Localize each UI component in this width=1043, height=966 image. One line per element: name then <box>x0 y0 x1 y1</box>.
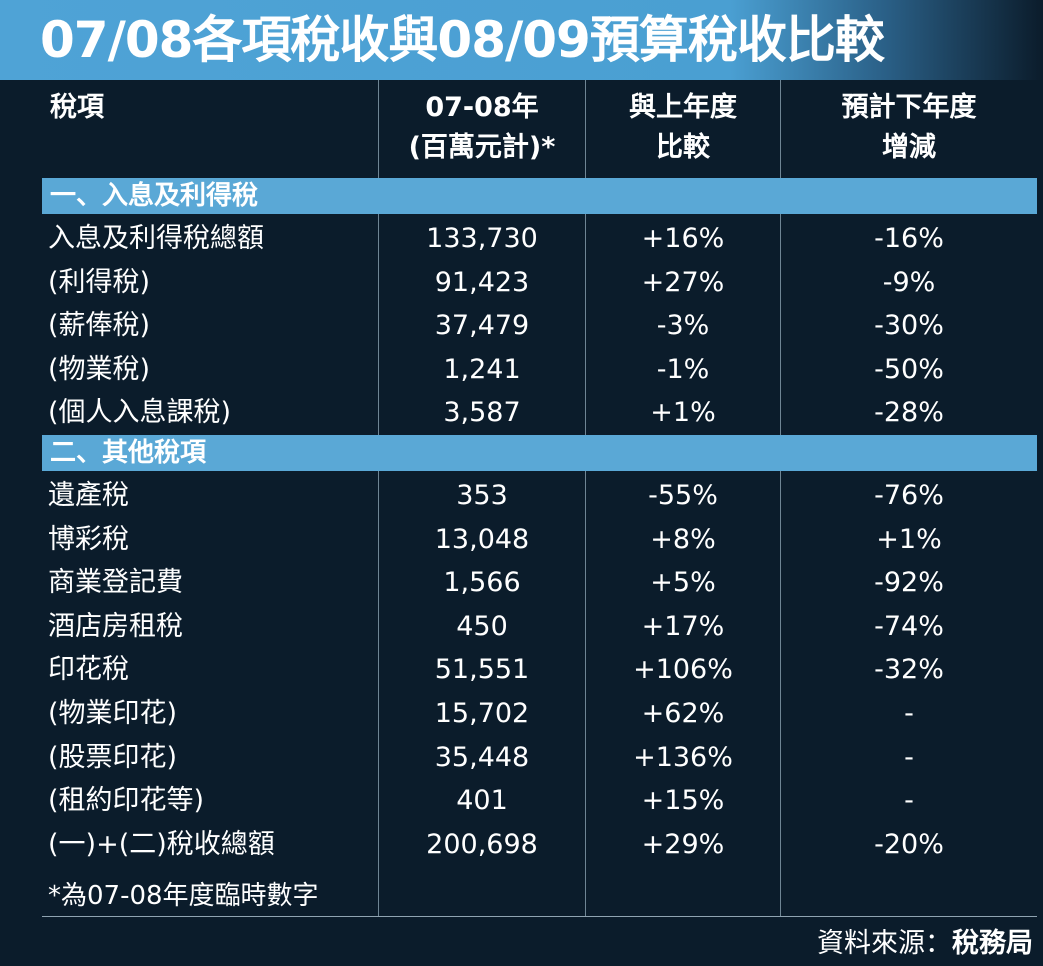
header-forecast-line1: 預計下年度 <box>841 92 977 123</box>
cell-yoy-change: +17% <box>641 610 725 642</box>
cell-forecast-change: -76% <box>874 480 944 511</box>
column-divider <box>585 80 586 916</box>
cell-yoy-change: +5% <box>650 567 716 599</box>
cell-yoy-change: -3% <box>656 310 710 342</box>
header-forecast-line2: 增減 <box>882 132 936 163</box>
source-org: 稅務局 <box>952 928 1033 959</box>
table-row: (個人入息課稅) 3,587 +1% -28% <box>42 391 1037 435</box>
header-yoy-line1: 與上年度 <box>629 92 737 123</box>
source-prefix: 資料來源： <box>817 928 952 959</box>
cell-forecast-change: -20% <box>874 828 944 860</box>
cell-tax-item: (物業稅) <box>48 353 151 385</box>
cell-forecast-change: - <box>904 785 914 817</box>
cell-yoy-change: +136% <box>633 741 733 773</box>
cell-forecast-change: -9% <box>882 266 936 298</box>
cell-forecast-change: -30% <box>874 310 944 342</box>
cell-amount: 1,566 <box>443 567 521 599</box>
cell-tax-item: 入息及利得稅總額 <box>48 223 264 254</box>
cell-tax-item: (薪俸稅) <box>48 310 151 342</box>
section-label: 一、入息及利得稅 <box>50 181 259 211</box>
cell-forecast-change: - <box>904 698 914 729</box>
cell-yoy-change: +1% <box>650 397 716 429</box>
table-row: (股票印花) 35,448 +136% - <box>42 736 1037 780</box>
cell-tax-item: (一)+(二)稅收總額 <box>48 828 275 860</box>
cell-tax-item: 遺產稅 <box>48 480 129 511</box>
cell-tax-item: 酒店房租稅 <box>48 610 183 642</box>
cell-yoy-change: +27% <box>641 266 725 298</box>
table-row: (物業稅) 1,241 -1% -50% <box>42 348 1037 392</box>
cell-amount: 200,698 <box>426 828 538 860</box>
table-row: (租約印花等) 401 +15% - <box>42 779 1037 823</box>
cell-forecast-change: -50% <box>874 353 944 385</box>
table-row: (利得稅) 91,423 +27% -9% <box>42 261 1037 305</box>
header-amount: 07-08年 (百萬元計)* <box>379 88 585 168</box>
cell-forecast-change: -28% <box>874 397 944 429</box>
cell-amount: 401 <box>456 785 508 817</box>
section-band: 二、其他稅項 <box>42 435 1037 471</box>
cell-tax-item: 博彩稅 <box>48 523 129 555</box>
cell-forecast-change: -16% <box>874 223 944 254</box>
header-yoy-line2: 比較 <box>656 132 710 163</box>
cell-forecast-change: -92% <box>874 567 944 599</box>
cell-tax-item: (租約印花等) <box>48 785 205 817</box>
section-band: 一、入息及利得稅 <box>42 178 1037 214</box>
header-yoy: 與上年度 比較 <box>586 88 780 168</box>
cell-amount: 1,241 <box>443 353 521 385</box>
cell-yoy-change: +106% <box>633 654 733 686</box>
table-row: (一)+(二)稅收總額 200,698 +29% -20% <box>42 823 1037 867</box>
tax-table: 稅項 07-08年 (百萬元計)* 與上年度 比較 預計下年度 增減 一、入息及… <box>42 80 1037 916</box>
header-amount-line2: (百萬元計)* <box>408 132 556 163</box>
page-title: 07/08各項稅收與08/09預算稅收比較 <box>40 11 885 69</box>
cell-yoy-change: -1% <box>656 353 710 385</box>
table-row: (薪俸稅) 37,479 -3% -30% <box>42 304 1037 348</box>
cell-tax-item: (個人入息課稅) <box>48 397 232 429</box>
cell-amount: 91,423 <box>434 266 530 298</box>
cell-amount: 13,048 <box>434 523 530 555</box>
cell-amount: 450 <box>456 610 508 642</box>
cell-forecast-change: -74% <box>874 610 944 642</box>
column-divider <box>780 80 781 916</box>
header-tax-item: 稅項 <box>50 92 104 123</box>
footnote: *為07-08年度臨時數字 <box>48 881 319 911</box>
cell-tax-item: (物業印花) <box>48 698 178 729</box>
cell-yoy-change: +62% <box>641 698 725 729</box>
header-forecast: 預計下年度 增減 <box>781 88 1037 168</box>
cell-yoy-change: +16% <box>641 223 725 254</box>
cell-forecast-change: -32% <box>874 654 944 686</box>
cell-yoy-change: +29% <box>641 828 725 860</box>
table-row: (物業印花) 15,702 +62% - <box>42 692 1037 736</box>
title-bar: 07/08各項稅收與08/09預算稅收比較 <box>0 0 1043 80</box>
cell-amount: 3,587 <box>443 397 521 429</box>
cell-tax-item: (股票印花) <box>48 741 178 773</box>
cell-tax-item: 印花稅 <box>48 654 129 686</box>
cell-forecast-change: +1% <box>876 523 942 555</box>
table-row: 酒店房租稅 450 +17% -74% <box>42 605 1037 649</box>
table-row: 商業登記費 1,566 +5% -92% <box>42 561 1037 605</box>
table-row: 遺產稅 353 -55% -76% <box>42 474 1037 518</box>
cell-tax-item: (利得稅) <box>48 266 151 298</box>
source-credit: 資料來源：稅務局 <box>817 926 1033 962</box>
cell-amount: 15,702 <box>434 698 530 729</box>
table-bottom-rule <box>42 916 1037 917</box>
cell-amount: 51,551 <box>434 654 530 686</box>
table-row: 印花稅 51,551 +106% -32% <box>42 648 1037 692</box>
cell-yoy-change: -55% <box>648 480 718 511</box>
cell-amount: 353 <box>456 480 508 511</box>
cell-forecast-change: - <box>904 741 914 773</box>
table-row: 入息及利得稅總額 133,730 +16% -16% <box>42 217 1037 261</box>
cell-amount: 35,448 <box>434 741 530 773</box>
cell-yoy-change: +15% <box>641 785 725 817</box>
cell-yoy-change: +8% <box>650 523 716 555</box>
section-label: 二、其他稅項 <box>50 438 207 468</box>
cell-tax-item: 商業登記費 <box>48 567 183 599</box>
column-divider <box>378 80 379 916</box>
cell-amount: 37,479 <box>434 310 530 342</box>
table-row: 博彩稅 13,048 +8% +1% <box>42 518 1037 562</box>
header-amount-line1: 07-08年 <box>425 92 539 123</box>
cell-amount: 133,730 <box>426 223 538 254</box>
